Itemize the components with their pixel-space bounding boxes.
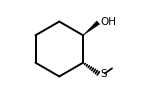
Polygon shape [83,21,100,35]
Text: OH: OH [101,17,117,27]
Text: S: S [100,69,107,79]
